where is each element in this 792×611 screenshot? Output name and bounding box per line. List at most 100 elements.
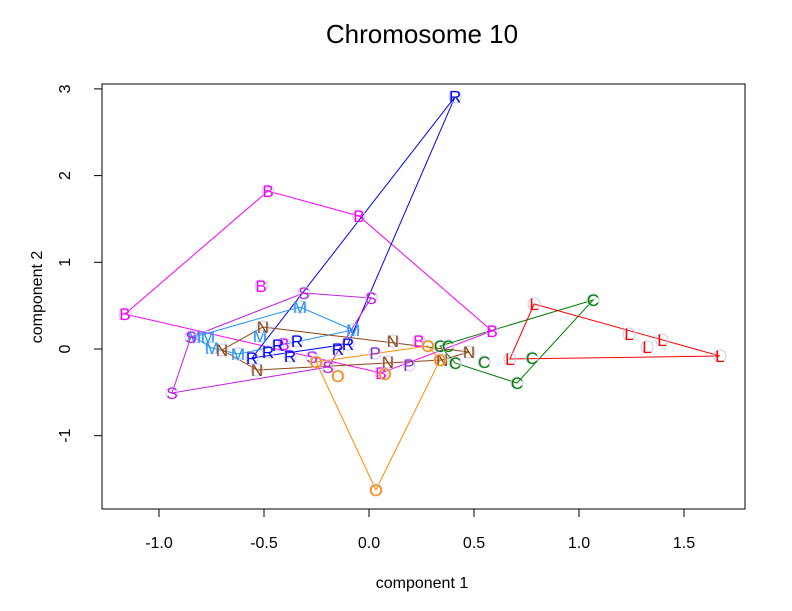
point-label: C <box>511 374 523 393</box>
point-label: L <box>624 325 633 344</box>
point-B: B <box>352 207 366 226</box>
point-label: B <box>486 322 497 341</box>
point-marker <box>368 346 382 360</box>
point-marker <box>309 355 323 369</box>
point-marker <box>713 349 727 363</box>
point-label: O <box>309 353 322 372</box>
point-marker <box>321 360 335 374</box>
y-axis-label: component 2 <box>29 251 46 344</box>
point-label: N <box>387 332 399 351</box>
point-marker <box>297 286 311 300</box>
point-R: R <box>448 88 462 107</box>
point-C: C <box>525 349 539 368</box>
point-marker <box>378 367 392 381</box>
point-marker <box>485 324 499 338</box>
point-O: O <box>378 365 391 384</box>
point-L: L <box>655 331 669 350</box>
point-marker <box>527 297 541 311</box>
point-label: R <box>332 340 344 359</box>
point-O: O <box>369 481 382 500</box>
point-B: B <box>261 182 275 201</box>
point-marker <box>245 351 259 365</box>
point-label: L <box>657 331 666 350</box>
point-N: N <box>215 341 229 360</box>
point-marker <box>341 337 355 351</box>
point-R: R <box>271 336 285 355</box>
point-R: R <box>261 343 275 362</box>
point-label: O <box>369 481 382 500</box>
point-N: N <box>386 332 400 351</box>
point-S: S <box>321 358 335 377</box>
point-marker <box>477 355 491 369</box>
point-label: C <box>587 291 599 310</box>
y-tick-label: 3 <box>57 84 74 93</box>
point-label: O <box>433 351 446 370</box>
point-marker <box>369 483 383 497</box>
point-marker <box>622 327 636 341</box>
point-N: N <box>256 318 270 337</box>
point-marker <box>215 343 229 357</box>
point-label: N <box>251 361 263 380</box>
x-tick-label: -0.5 <box>250 535 278 552</box>
point-marker <box>261 345 275 359</box>
point-label: R <box>284 347 296 366</box>
hull-R <box>250 96 456 359</box>
point-marker <box>250 363 264 377</box>
point-R: R <box>341 335 355 354</box>
point-label: P <box>403 356 414 375</box>
point-label: R <box>272 336 284 355</box>
point-label: L <box>529 295 538 314</box>
point-label: O <box>378 365 391 384</box>
point-label: R <box>342 335 354 354</box>
point-label: B <box>413 332 424 351</box>
point-marker <box>256 320 270 334</box>
point-L: L <box>640 338 654 357</box>
point-marker <box>352 209 366 223</box>
point-marker <box>261 184 275 198</box>
point-label: R <box>262 343 274 362</box>
point-M: M <box>253 327 267 346</box>
x-tick-label: 1.0 <box>568 535 590 552</box>
point-label: S <box>322 358 333 377</box>
point-N: N <box>381 353 395 372</box>
point-label: R <box>246 349 258 368</box>
point-label: C <box>478 353 490 372</box>
point-S: S <box>297 284 311 303</box>
hull-C <box>439 298 595 384</box>
point-marker <box>184 330 198 344</box>
hull-S <box>171 292 372 394</box>
point-L: L <box>503 350 517 369</box>
point-B: B <box>118 305 132 324</box>
point-label: S <box>166 384 177 403</box>
point-B: B <box>485 322 499 341</box>
point-label: R <box>291 332 303 351</box>
point-R: R <box>283 347 297 366</box>
point-marker <box>271 338 285 352</box>
point-O: O <box>309 353 322 372</box>
x-tick-label: -1.0 <box>145 535 173 552</box>
point-label: B <box>375 364 386 383</box>
point-marker <box>441 339 455 353</box>
point-marker <box>253 329 267 343</box>
point-B: B <box>254 277 268 296</box>
x-axis: -1.0 -0.5 0.0 0.5 1.0 1.5 <box>145 509 695 552</box>
x-tick-label: 1.5 <box>673 535 695 552</box>
point-C: C <box>477 353 491 372</box>
point-label: L <box>642 338 651 357</box>
point-label: M <box>231 345 245 364</box>
y-tick-label: -1 <box>57 428 74 442</box>
point-label: S <box>185 328 196 347</box>
point-label: S <box>298 284 309 303</box>
point-S: S <box>165 384 179 403</box>
point-marker <box>290 334 304 348</box>
y-tick-label: 1 <box>57 258 74 267</box>
hull-B <box>123 190 494 374</box>
point-label: B <box>255 277 266 296</box>
point-marker <box>503 352 517 366</box>
point-marker <box>448 90 462 104</box>
point-label: M <box>253 327 267 346</box>
point-label: L <box>505 350 514 369</box>
point-P: P <box>368 344 382 363</box>
point-R: R <box>290 332 304 351</box>
